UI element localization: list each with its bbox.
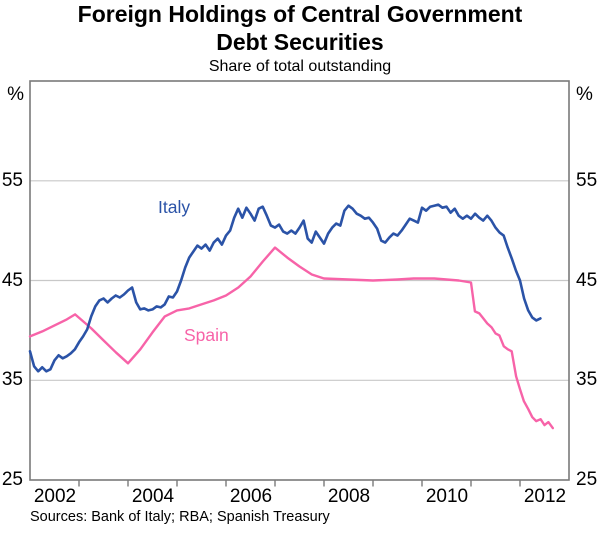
y-tick-label-right-25: 25 bbox=[576, 469, 598, 490]
x-tick-label-2008: 2008 bbox=[327, 486, 371, 507]
y-tick-label-left-25: 25 bbox=[1, 469, 23, 490]
series-label-spain: Spain bbox=[184, 325, 229, 345]
plot-border bbox=[29, 80, 570, 481]
y-tick-label-right-35: 35 bbox=[576, 369, 598, 390]
x-tick-label-2002: 2002 bbox=[33, 486, 77, 507]
line-series-italy bbox=[28, 203, 542, 373]
x-tick-label-2004: 2004 bbox=[131, 486, 175, 507]
chart-title-line-2: Debt Securities bbox=[216, 29, 384, 55]
y-tick-label-left-45: 45 bbox=[1, 270, 23, 291]
x-tick-label-2010: 2010 bbox=[425, 486, 469, 507]
y-tick-label-right-55: 55 bbox=[576, 170, 598, 191]
sources-note: Sources: Bank of Italy; RBA; Spanish Tre… bbox=[30, 509, 330, 525]
y-tick-label-left-55: 55 bbox=[1, 170, 23, 191]
chart-title-line-1: Foreign Holdings of Central Government bbox=[77, 1, 523, 27]
y-tick-label-right-45: 45 bbox=[576, 270, 598, 291]
y-axis-unit-left: % bbox=[7, 84, 24, 105]
line-series-spain bbox=[28, 246, 554, 430]
y-tick-label-left-35: 35 bbox=[1, 369, 23, 390]
chart-subtitle: Share of total outstanding bbox=[208, 58, 392, 75]
y-axis-unit-right: % bbox=[576, 84, 593, 105]
x-tick-label-2006: 2006 bbox=[229, 486, 273, 507]
series-label-italy: Italy bbox=[158, 197, 191, 217]
x-tick-label-2012: 2012 bbox=[523, 486, 567, 507]
